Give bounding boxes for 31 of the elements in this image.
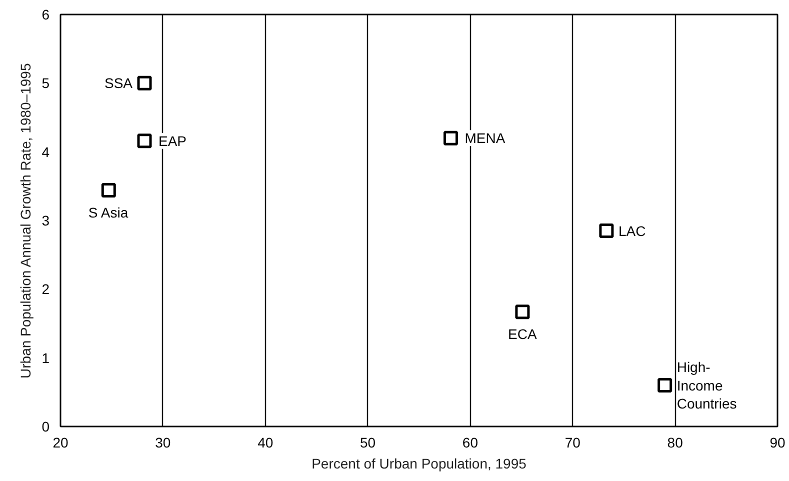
x-tick-label: 50: [360, 434, 376, 450]
point: [101, 183, 116, 198]
annotation: MENA: [464, 130, 506, 146]
annotation: ECA: [508, 326, 538, 342]
x-tick-label: 20: [52, 434, 68, 450]
annotation: High- Income Countries: [676, 358, 737, 412]
y-tick-label: 2: [42, 281, 50, 298]
y-tick-label: 0: [42, 418, 50, 434]
annotation: EAP: [158, 132, 187, 149]
point: [137, 134, 152, 148]
annotation: S Asia: [88, 204, 128, 220]
x-tick-label: 70: [564, 434, 581, 450]
annotation: LAC: [618, 222, 646, 239]
point: [444, 130, 458, 146]
x-tick-label: 30: [155, 434, 171, 450]
annotation: SSA: [104, 75, 134, 92]
point: [599, 224, 614, 238]
y-tick-label: 1: [42, 350, 50, 366]
y-tick-label: 5: [42, 75, 50, 92]
x-axis-title: Percent of Urban Population, 1995: [312, 456, 527, 472]
x-tick-label: 80: [667, 434, 684, 450]
point: [658, 378, 672, 393]
y-tick-label: 4: [42, 144, 50, 160]
x-tick-label: 90: [770, 434, 786, 450]
point: [137, 76, 152, 90]
y-tick-label: 6: [42, 6, 50, 22]
y-axis-title: Urban Population Annual Growth Rate, 1980–1995: [18, 63, 34, 378]
x-tick-label: 40: [258, 434, 274, 450]
y-tick-label: 3: [42, 212, 50, 228]
point: [515, 304, 530, 320]
x-tick-label: 60: [462, 434, 478, 450]
